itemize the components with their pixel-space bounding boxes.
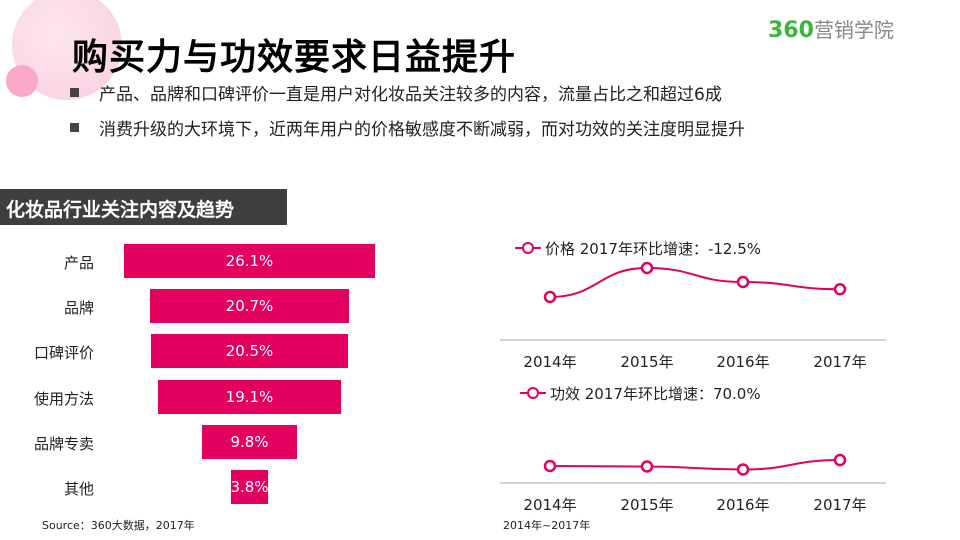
category-label: 其他 [63, 480, 94, 498]
bar: 19.1% [157, 379, 342, 414]
x-tick-label: 2016年 [716, 353, 769, 371]
bar-value-label: 3.8% [230, 478, 269, 496]
legend-label: 功效 2017年环比增速：70.0% [550, 385, 761, 403]
data-point [736, 463, 750, 476]
data-point [543, 459, 557, 473]
x-tick-label: 2015年 [620, 496, 673, 514]
data-point [640, 261, 654, 275]
bar-value-label: 9.8% [230, 432, 269, 451]
bullet-square-icon [70, 123, 79, 132]
bar-value-label: 20.5% [225, 342, 274, 361]
data-point [833, 453, 847, 467]
bar: 3.8% [230, 470, 269, 504]
bar-value-label: 19.1% [225, 387, 274, 406]
category-label: 品牌专卖 [33, 434, 94, 453]
x-tick-label: 2017年 [813, 496, 866, 514]
series-line [549, 266, 841, 298]
data-point [640, 460, 654, 473]
series-line [549, 459, 841, 471]
data-point [736, 275, 750, 289]
bar-value-label: 26.1% [225, 252, 274, 270]
bar: 20.7% [149, 289, 350, 324]
x-tick-label: 2014年 [523, 496, 576, 514]
x-tick-label: 2016年 [716, 496, 769, 514]
bar-value-label: 20.7% [225, 297, 274, 316]
decor-circle-small [6, 65, 38, 97]
bullet-1: 产品、品牌和口碑评价一直是用户对化妆品关注较多的内容，流量占比之和超过6成 [70, 80, 722, 105]
section-title: 化妆品行业关注内容及趋势 [0, 189, 287, 225]
category-label: 品牌 [63, 299, 94, 318]
data-point [543, 290, 557, 304]
data-point [833, 283, 847, 296]
x-tick-label: 2015年 [620, 353, 673, 371]
category-label: 产品 [63, 254, 94, 272]
bar: 26.1% [123, 244, 376, 278]
date-range-note: 2014年~2017年 [503, 519, 591, 532]
bullet-square-icon [70, 88, 79, 97]
legend-marker-icon [522, 242, 534, 254]
bar: 9.8% [202, 424, 297, 459]
legend-marker-icon [527, 387, 539, 399]
category-label: 使用方法 [33, 389, 94, 408]
logo: 360营销学院 [768, 18, 894, 43]
x-tick-label: 2014年 [523, 353, 576, 371]
bar: 20.5% [150, 334, 349, 369]
source-note: Source：360大数据，2017年 [42, 519, 195, 532]
legend-label: 价格 2017年环比增速：-12.5% [545, 240, 761, 258]
bullet-2: 消费升级的大环境下，近两年用户的价格敏感度不断减弱，而对功效的关注度明显提升 [70, 115, 745, 140]
category-label: 口碑评价 [33, 344, 94, 363]
page-title: 购买力与功效要求日益提升 [72, 37, 517, 78]
x-tick-label: 2017年 [813, 353, 866, 371]
